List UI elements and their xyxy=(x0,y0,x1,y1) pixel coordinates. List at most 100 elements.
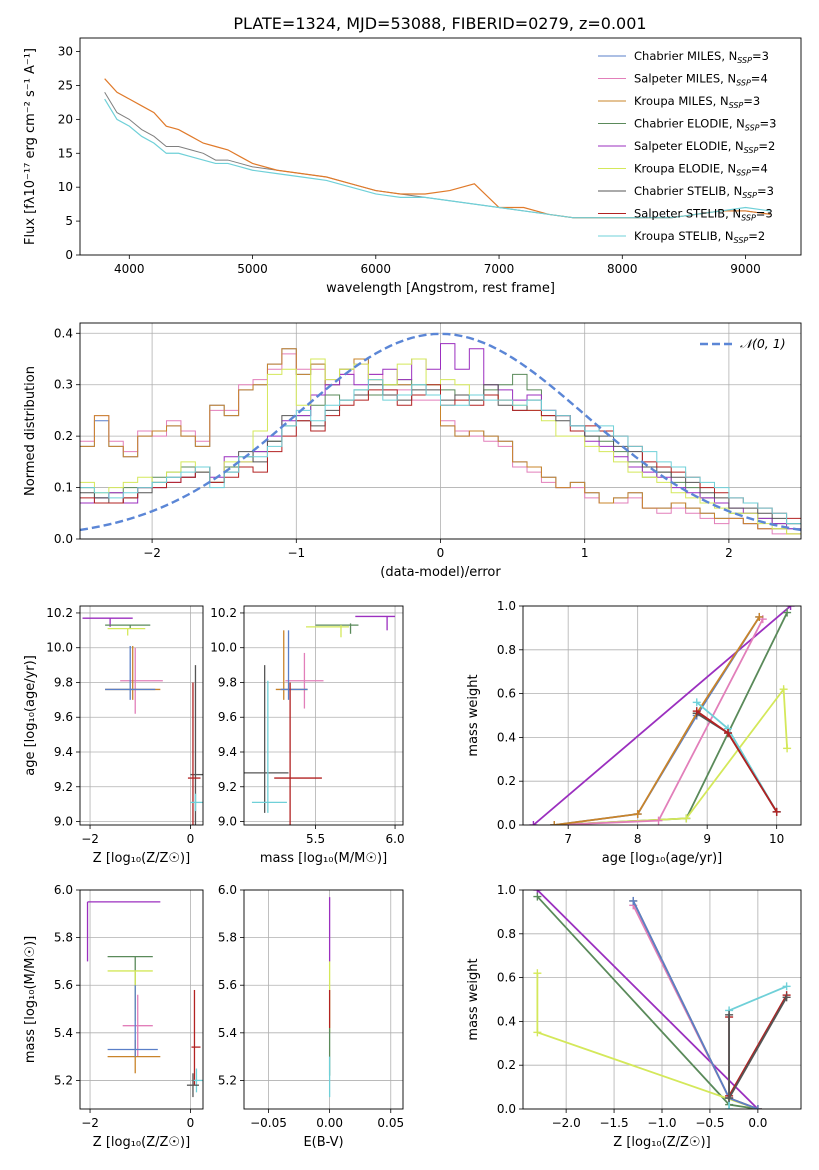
x-tick-label: 0 xyxy=(437,546,445,560)
weight-marker xyxy=(782,982,791,991)
x-axis-label: (data-model)/error xyxy=(380,565,501,580)
y-tick-label: 0.2 xyxy=(54,429,73,443)
y-tick-label: 20 xyxy=(58,112,73,126)
chart-3-axes: 5.5 6.0 9.0 9.2 9.4 9.6 9.8 10.0 10.2 mass [log₁₀… xyxy=(210,606,404,866)
chart-6-axes: −0.05 0.00 0.05 5.2 5.4 5.6 5.8 6.0 E(B-V) xyxy=(218,883,404,1150)
x-axis-label: mass [log₁₀(M/M☉)] xyxy=(260,851,387,866)
y-tick-label: 1.0 xyxy=(497,883,516,897)
x-tick-label: 8000 xyxy=(607,262,638,276)
x-axis-label: E(B-V) xyxy=(303,1135,343,1150)
y-axis-label: mass [log₁₀(M/M☉)] xyxy=(23,936,38,1063)
x-tick-label: 0 xyxy=(187,1116,195,1130)
y-tick-label: 0.8 xyxy=(497,927,516,941)
histogram-series xyxy=(80,332,801,535)
y-tick-label: 0.2 xyxy=(497,774,516,788)
weight-series xyxy=(533,890,791,1109)
x-tick-label: 0 xyxy=(187,832,195,846)
x-tick-label: −2 xyxy=(143,546,161,560)
y-tick-label: 0.2 xyxy=(497,1058,516,1072)
legend-label: Kroupa ELODIE, NSSP=4 xyxy=(634,162,768,178)
weight-line xyxy=(554,616,761,825)
errorbar-point xyxy=(274,682,322,825)
chart-0-axes: 4000 5000 6000 7000 8000 9000 0 5 10 15 20 25 30 wave… xyxy=(23,45,761,296)
weight-line xyxy=(532,606,792,825)
y-tick-label: 10.2 xyxy=(210,606,237,620)
x-axis-label: wavelength [Angstrom, rest frame] xyxy=(326,281,555,296)
y-tick-label: 0.6 xyxy=(497,971,516,985)
x-tick-label: 6000 xyxy=(361,262,392,276)
errorbar-point xyxy=(244,665,289,813)
errorbar-point xyxy=(280,630,308,700)
weight-series xyxy=(529,606,795,825)
x-tick-label: 9 xyxy=(703,832,711,846)
weight-marker xyxy=(724,729,733,738)
y-tick-label: 0.3 xyxy=(54,378,73,392)
legend-label: Chabrier ELODIE, NSSP=3 xyxy=(634,117,776,133)
weight-marker xyxy=(682,814,691,823)
spectrum-lines xyxy=(104,78,771,219)
weight-marker xyxy=(550,821,559,825)
errorbar-point xyxy=(306,625,349,638)
weight-marker xyxy=(533,892,542,901)
y-tick-label: 0.0 xyxy=(54,532,73,546)
y-tick-label: 6.0 xyxy=(218,883,237,897)
errorbar-points xyxy=(82,617,203,825)
chart-5-axes: −2 0 5.2 5.4 5.6 5.8 6.0 Z [log₁₀(Z/Z☉)] mass [l… xyxy=(23,883,203,1150)
x-tick-label: −2 xyxy=(81,1116,99,1130)
errorbar-point xyxy=(187,682,201,825)
errorbar-point xyxy=(107,956,153,1010)
y-tick-label: 9.6 xyxy=(218,710,237,724)
x-tick-label: −2 xyxy=(81,832,99,846)
y-tick-label: 9.0 xyxy=(54,815,73,829)
x-axis-label: Z [log₁₀(Z/Z☉)] xyxy=(613,1135,710,1150)
y-tick-label: 0.0 xyxy=(497,1102,516,1116)
x-tick-label: 7000 xyxy=(484,262,515,276)
errorbar-point xyxy=(105,645,156,700)
y-tick-label: 0.0 xyxy=(497,818,516,832)
x-tick-label: −0.5 xyxy=(695,1116,724,1130)
model-spectrum-line xyxy=(104,98,771,219)
legend-label: Kroupa STELIB, NSSP=2 xyxy=(634,229,765,245)
x-tick-label: 8 xyxy=(634,832,642,846)
legend-label: Chabrier STELIB, NSSP=3 xyxy=(634,184,774,200)
x-tick-label: 5000 xyxy=(237,262,268,276)
x-tick-label: 4000 xyxy=(114,262,145,276)
weight-marker xyxy=(772,807,781,816)
weight-marker xyxy=(633,810,642,819)
weight-line xyxy=(696,710,778,813)
y-tick-label: 5.8 xyxy=(218,931,237,945)
y-tick-label: 6.0 xyxy=(54,883,73,897)
errorbar-point xyxy=(186,1073,199,1098)
weight-marker xyxy=(629,896,638,905)
x-tick-label: 2 xyxy=(725,546,733,560)
x-tick-label: 0.00 xyxy=(316,1116,343,1130)
errorbar-point xyxy=(105,645,161,700)
legend-label: Kroupa MILES, NSSP=3 xyxy=(634,94,760,110)
y-axis-label: mass weight xyxy=(466,958,481,1040)
x-tick-label: 1 xyxy=(581,546,589,560)
x-tick-label: −1.5 xyxy=(599,1116,628,1130)
chart-6-frame xyxy=(243,889,404,1110)
chart-7-axes: −2.0 −1.5 −1.0 −0.5 0.0 0.0 0.2 0.4 0.6 0.8 1.0 Z [… xyxy=(466,883,801,1150)
y-tick-label: 5.4 xyxy=(218,1026,237,1040)
x-tick-label: 6.0 xyxy=(386,832,405,846)
y-tick-label: 10.2 xyxy=(46,606,73,620)
errorbar-point xyxy=(190,793,203,812)
y-tick-label: 0.4 xyxy=(497,1014,516,1028)
errorbar-point xyxy=(285,652,324,709)
y-tick-label: 1.0 xyxy=(497,599,516,613)
x-tick-label: 5.5 xyxy=(306,832,325,846)
legend-label: Salpeter ELODIE, NSSP=2 xyxy=(634,139,775,155)
y-tick-label: 9.6 xyxy=(54,710,73,724)
x-tick-label: 0.05 xyxy=(377,1116,404,1130)
x-tick-label: 7 xyxy=(564,832,572,846)
chart-4-frame xyxy=(522,605,802,826)
errorbar-point xyxy=(107,1039,161,1074)
errorbar-point xyxy=(107,627,146,636)
weight-marker xyxy=(725,1010,734,1019)
weight-line xyxy=(536,890,759,1109)
y-tick-label: 0 xyxy=(65,248,73,262)
x-axis-label: age [log₁₀(age/yr)] xyxy=(602,851,723,866)
errorbar-point xyxy=(192,1068,203,1093)
weight-marker xyxy=(533,969,542,978)
